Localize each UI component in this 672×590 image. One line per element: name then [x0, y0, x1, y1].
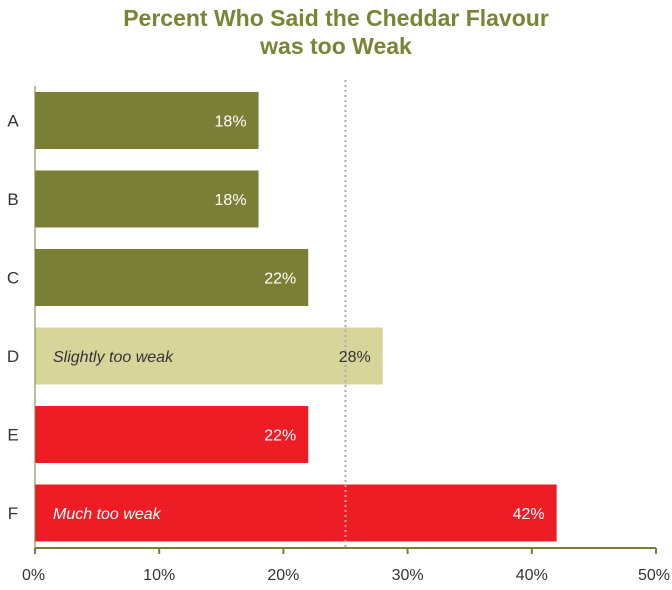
- bar-c: [35, 249, 309, 306]
- value-label-b: 18%: [215, 192, 247, 209]
- chart-title-line-1: Percent Who Said the Cheddar Flavour: [123, 5, 549, 31]
- value-label-c: 22%: [264, 271, 296, 288]
- x-tick-label-30: 30%: [392, 567, 424, 584]
- category-label-e: E: [7, 426, 18, 445]
- value-label-f: 42%: [513, 506, 545, 523]
- bar-a: [35, 92, 259, 149]
- category-label-a: A: [7, 112, 19, 131]
- x-tick-label-40: 40%: [516, 567, 548, 584]
- x-tick-label-0: 0%: [22, 567, 45, 584]
- value-label-e: 22%: [264, 428, 296, 445]
- x-tick-label-10: 10%: [143, 567, 175, 584]
- category-label-c: C: [7, 269, 19, 288]
- category-label-d: D: [7, 347, 19, 366]
- bar-d: [35, 327, 383, 385]
- bar-f: [35, 484, 557, 542]
- bar-annotation-f: Much too weak: [53, 506, 162, 523]
- bar-annotation-d: Slightly too weak: [53, 349, 174, 366]
- bars-layer: [35, 92, 557, 542]
- bar-e: [35, 406, 309, 463]
- category-label-f: F: [8, 504, 18, 523]
- value-label-a: 18%: [215, 114, 247, 131]
- category-label-b: B: [7, 190, 18, 209]
- value-label-d: 28%: [339, 349, 371, 366]
- x-tick-label-20: 20%: [267, 567, 299, 584]
- chart-title-line-2: was too Weak: [260, 33, 412, 59]
- chart-title: Percent Who Said the Cheddar Flavour was…: [0, 4, 672, 60]
- bar-b: [35, 170, 259, 228]
- x-tick-label-50: 50%: [638, 567, 670, 584]
- axes-layer: 0% 10% 20% 30% 40% 50%: [22, 86, 670, 584]
